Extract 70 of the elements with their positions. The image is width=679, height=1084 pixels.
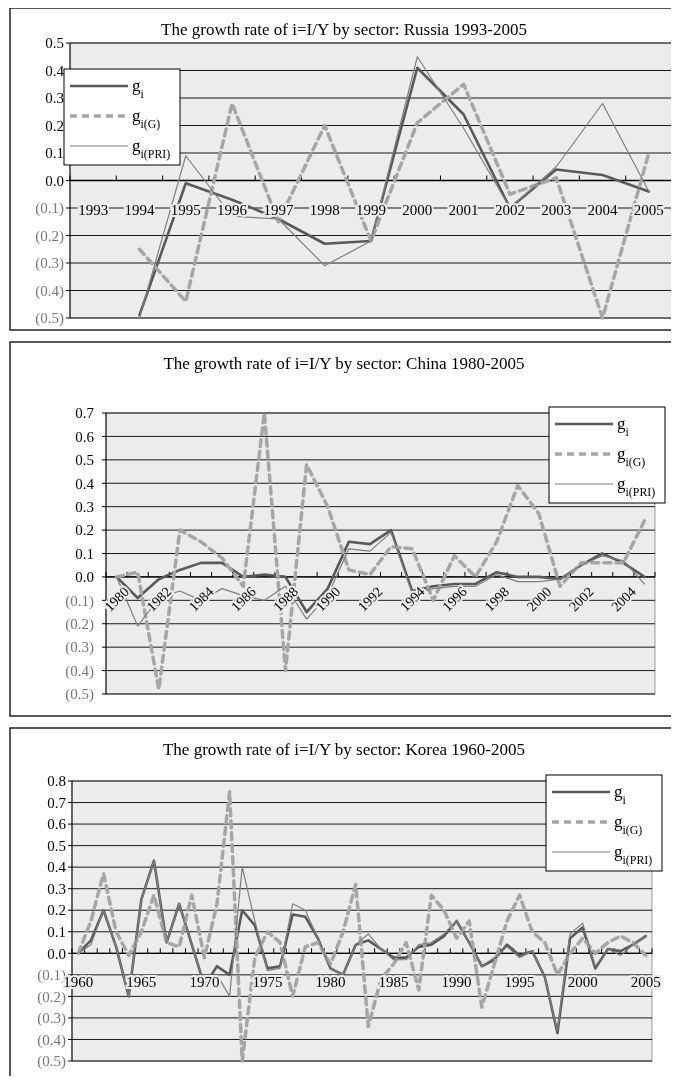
y-tick-label: 0.7 [47,794,67,811]
x-tick-label: 2000 [402,201,433,218]
y-tick-label: (0.4) [65,662,94,680]
y-tick-label: (0.1) [65,592,94,610]
y-tick-label: (0.1) [35,200,64,218]
x-tick-label: 2003 [541,201,572,218]
y-tick-label: (0.5) [65,686,94,704]
y-tick-label: 0.1 [47,924,66,941]
x-tick-label: 1997 [263,201,294,218]
x-tick-label: 1993 [78,201,109,218]
y-tick-label: 0.4 [47,859,67,876]
x-tick-label: 2001 [448,201,479,218]
x-tick-label: 1996 [217,201,248,218]
x-tick-label: 1990 [441,974,472,991]
x-tick-label: 1970 [189,974,220,991]
x-tick-label: 1985 [378,974,409,991]
y-tick-label: 0.7 [75,405,95,422]
y-tick-label: 0.1 [75,545,94,562]
y-tick-label: (0.5) [35,310,64,328]
y-tick-label: 0.5 [45,35,64,52]
y-tick-label: 0.4 [75,475,95,492]
y-tick-label: 0.0 [45,172,64,189]
y-tick-label: 0.6 [75,428,95,445]
y-tick-label: 0.2 [45,117,64,134]
y-tick-label: (0.3) [35,255,64,273]
chart-title: The growth rate of i=I/Y by sector: Korea 1960-2005 [162,740,526,759]
chart-title: The growth rate of i=I/Y by sector: China 1980-2005 [163,354,525,373]
y-tick-label: (0.2) [35,227,64,245]
legend-label: g$_{i}$ [132,76,145,101]
x-tick-label: 1965 [126,974,157,991]
legend-label: g$_{i(G)}$ [614,812,643,837]
x-tick-label: 1999 [356,201,386,218]
legend-label: g$_{i(PRI)}$ [132,136,171,161]
legend-label: g$_{i(PRI)}$ [614,842,653,867]
y-tick-label: (0.5) [37,1053,66,1071]
x-tick-label: 1975 [252,974,283,991]
y-tick-label: 0.6 [47,816,67,833]
x-tick-label: 1998 [309,201,340,218]
legend-label: g$_{i(G)}$ [132,106,161,131]
x-tick-label: 1994 [124,201,155,218]
y-tick-label: 0.3 [75,498,94,515]
y-tick-label: 0.1 [45,145,64,162]
y-tick-label: (0.3) [37,1010,66,1028]
x-tick-label: 2004 [587,201,619,218]
y-tick-label: 0.8 [47,773,66,790]
x-tick-label: 2005 [630,974,661,991]
y-tick-label: (0.4) [37,1031,66,1049]
legend-label: g$_{i(G)}$ [617,444,646,469]
chart-title: The growth rate of i=I/Y by sector: Russia 1993-2005 [161,20,527,39]
legend-label: g$_{i}$ [617,414,630,439]
y-tick-label: 0.5 [47,837,66,854]
x-tick-label: 1980 [315,974,346,991]
legend-label: g$_{i(PRI)}$ [617,474,656,499]
legend-label: g$_{i}$ [614,782,627,807]
y-tick-label: 0.4 [45,62,65,79]
x-tick-label: 2000 [567,974,598,991]
x-tick-label: 2005 [633,201,664,218]
y-tick-label: 0.2 [47,902,66,919]
y-tick-label: (0.3) [65,639,94,657]
x-tick-label: 2002 [494,201,525,218]
y-tick-label: 0.3 [47,880,66,897]
y-tick-label: (0.4) [35,282,64,300]
y-tick-label: 0.2 [75,522,94,539]
y-tick-label: 0.3 [45,90,64,107]
x-tick-label: 1995 [504,974,535,991]
y-tick-label: 0.0 [47,945,66,962]
y-tick-label: (0.2) [65,616,94,633]
y-tick-label: (0.2) [37,988,66,1006]
y-tick-label: 0.5 [75,452,94,469]
y-tick-label: 0.0 [75,569,94,586]
